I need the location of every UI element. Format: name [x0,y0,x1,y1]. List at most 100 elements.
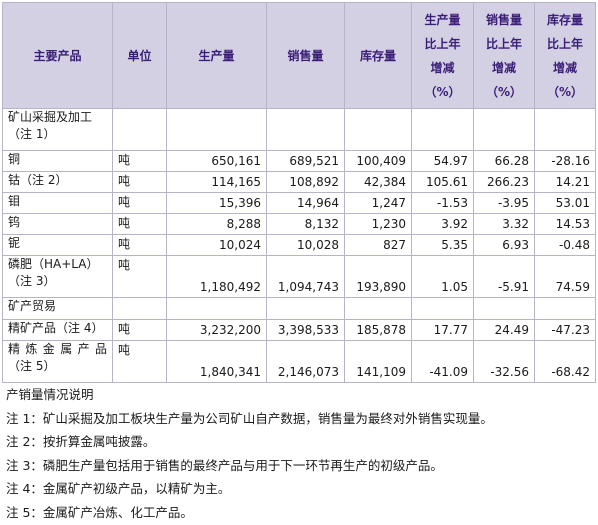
header-sales-yoy-line: （%） [485,84,523,99]
header-production-yoy-line: 比上年 [424,36,461,51]
empty-cell [266,108,345,151]
header-inventory: 库存量 [344,2,412,109]
table-row-phosphate: 磷肥（HA+LA） （注 3） 吨 1,180,492 1,094,743 19… [2,255,596,298]
header-inventory-yoy: 库存量 比上年 增减 （%） [534,2,596,109]
empty-cell [411,297,474,320]
production-sales-table: 主要产品 单位 生产量 销售量 库存量 生产量 比上年 增减 （%） 销售量 比… [2,2,596,383]
sales-yoy-cell: 66.28 [473,150,535,172]
note-item: 注 5：金属矿产冶炼、化工产品。 [6,504,193,520]
header-row: 主要产品 单位 生产量 销售量 库存量 生产量 比上年 增减 （%） 销售量 比… [2,2,596,109]
unit-cell: 吨 [112,340,167,383]
empty-cell [344,108,412,151]
sales-cell: 8,132 [266,213,345,235]
header-production-yoy-line: 生产量 [424,12,461,27]
production-cell: 114,165 [166,171,267,193]
header-production-yoy-line: 增减 [430,60,455,75]
inventory-yoy-cell: -47.23 [534,319,596,341]
section-label-trading: 矿产贸易 [2,297,113,320]
header-production-yoy: 生产量 比上年 增减 （%） [411,2,474,109]
unit-cell: 吨 [112,150,167,172]
header-sales-yoy-line: 增减 [491,60,516,75]
table-row-concentrate: 精矿产品（注 4） 吨 3,232,200 3,398,533 185,878 … [2,319,596,341]
header-inventory-yoy-line: （%） [546,84,584,99]
empty-cell [166,108,267,151]
inventory-cell: 1,247 [344,192,412,214]
header-production: 生产量 [166,2,267,109]
product-name-line: （注 3） [8,274,56,288]
product-name: 铜 [2,150,113,172]
inventory-yoy-cell: 14.21 [534,171,596,193]
section-label-line: 矿山采掘及加工 [8,110,93,124]
sales-yoy-cell: -5.91 [473,255,535,298]
product-name: 精炼金属产品 （注 5） [2,340,113,383]
unit-cell: 吨 [112,255,167,298]
product-name: 精矿产品（注 4） [2,319,113,341]
header-inventory-yoy-line: 增减 [552,60,577,75]
table-row-cobalt: 钴（注 2） 吨 114,165 108,892 42,384 105.61 2… [2,171,596,193]
inventory-cell: 185,878 [344,319,412,341]
note-item: 注 3：磷肥生产量包括用于销售的最终产品与用于下一环节再生产的初级产品。 [6,457,443,473]
table-row-tungsten: 钨 吨 8,288 8,132 1,230 3.92 3.32 14.53 [2,213,596,235]
sales-yoy-cell: -32.56 [473,340,535,383]
header-production-yoy-line: （%） [424,84,461,99]
sales-cell: 3,398,533 [266,319,345,341]
section-row-trading: 矿产贸易 [2,297,596,320]
production-yoy-cell: 1.05 [411,255,474,298]
inventory-yoy-cell: -0.48 [534,234,596,256]
production-cell: 15,396 [166,192,267,214]
header-sales-yoy-line: 销售量 [485,12,522,27]
inventory-cell: 141,109 [344,340,412,383]
sales-yoy-cell: 266.23 [473,171,535,193]
production-cell: 650,161 [166,150,267,172]
empty-cell [534,297,596,320]
product-name-line: （注 5） [8,359,56,373]
unit-cell: 吨 [112,234,167,256]
header-sales-yoy-line: 比上年 [485,36,522,51]
empty-cell [112,297,167,320]
header-sales: 销售量 [266,2,345,109]
section-row-mining: 矿山采掘及加工 （注 1） [2,108,596,151]
inventory-yoy-cell: 14.53 [534,213,596,235]
notes-section: 产销量情况说明 注 1：矿山采掘及加工板块生产量为公司矿山自产数据，销售量为最终… [6,383,493,525]
header-inventory-yoy-line: 比上年 [546,36,583,51]
table-row-niobium: 铌 吨 10,024 10,028 827 5.35 6.93 -0.48 [2,234,596,256]
production-yoy-cell: -41.09 [411,340,474,383]
sales-yoy-cell: -3.95 [473,192,535,214]
inventory-cell: 827 [344,234,412,256]
empty-cell [112,108,167,151]
unit-cell: 吨 [112,319,167,341]
production-yoy-cell: 54.97 [411,150,474,172]
inventory-cell: 42,384 [344,171,412,193]
note-item: 注 1：矿山采掘及加工板块生产量为公司矿山自产数据，销售量为最终对外销售实现量。 [6,410,493,426]
production-cell: 8,288 [166,213,267,235]
section-label-line: （注 1） [8,127,56,141]
inventory-cell: 1,230 [344,213,412,235]
sales-cell: 108,892 [266,171,345,193]
header-sales-yoy: 销售量 比上年 增减 （%） [473,2,535,109]
empty-cell [473,297,535,320]
inventory-yoy-cell: -28.16 [534,150,596,172]
inventory-yoy-cell: 74.59 [534,255,596,298]
production-yoy-cell: 17.77 [411,319,474,341]
sales-yoy-cell: 6.93 [473,234,535,256]
sales-cell: 10,028 [266,234,345,256]
unit-cell: 吨 [112,213,167,235]
inventory-yoy-cell: 53.01 [534,192,596,214]
inventory-yoy-cell: -68.42 [534,340,596,383]
note-item: 注 4：金属矿产初级产品，以精矿为主。 [6,481,231,497]
unit-cell: 吨 [112,192,167,214]
section-label-mining: 矿山采掘及加工 （注 1） [2,108,113,151]
sales-cell: 14,964 [266,192,345,214]
inventory-cell: 193,890 [344,255,412,298]
sales-cell: 689,521 [266,150,345,172]
sales-yoy-cell: 24.49 [473,319,535,341]
sales-cell: 2,146,073 [266,340,345,383]
production-cell: 1,840,341 [166,340,267,383]
empty-cell [534,108,596,151]
product-name-line: 磷肥（HA+LA） [8,257,99,271]
empty-cell [411,108,474,151]
table-row-refined-metal: 精炼金属产品 （注 5） 吨 1,840,341 2,146,073 141,1… [2,340,596,383]
header-inventory-yoy-line: 库存量 [546,12,583,27]
empty-cell [266,297,345,320]
